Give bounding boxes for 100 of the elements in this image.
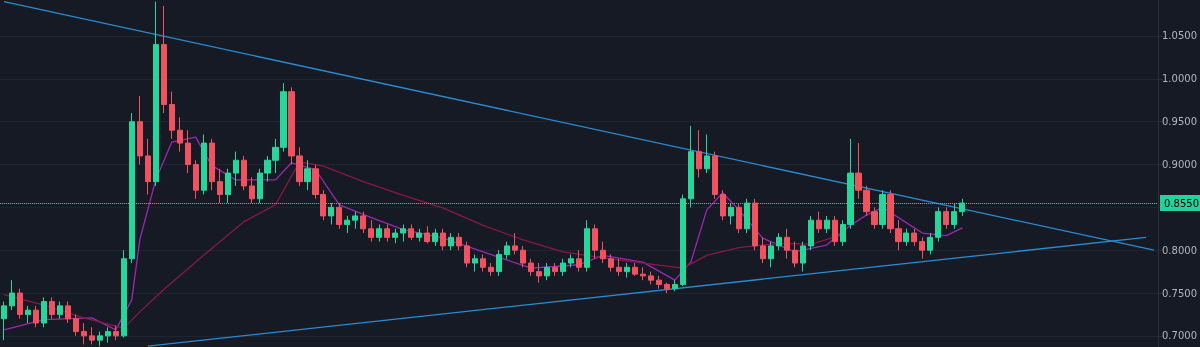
candlestick <box>233 151 239 187</box>
candlestick <box>903 228 909 247</box>
candlestick <box>528 258 534 277</box>
candlestick <box>137 95 143 165</box>
candlestick <box>105 326 111 344</box>
candlestick <box>97 331 103 347</box>
candlestick <box>592 223 598 260</box>
candlestick <box>145 138 151 195</box>
candlestick <box>193 159 199 200</box>
candlestick <box>225 168 231 204</box>
candlestick <box>488 262 494 277</box>
candlestick <box>720 189 726 221</box>
candlestick <box>640 266 646 281</box>
candlestick <box>608 253 614 273</box>
candlestick <box>81 322 87 345</box>
candlestick <box>760 236 766 264</box>
candlestick <box>504 241 510 260</box>
candlestick <box>536 262 542 284</box>
candlestick <box>73 313 79 337</box>
candlestick <box>584 219 590 273</box>
candlestick <box>911 228 917 247</box>
candlestick <box>624 262 630 279</box>
candlestick <box>816 211 822 234</box>
candlestick <box>752 198 758 251</box>
candlestick <box>416 228 422 243</box>
candlestick <box>656 275 662 290</box>
candlestick <box>520 245 526 268</box>
candlestick <box>9 279 15 311</box>
candlestick <box>544 262 550 281</box>
candlestick <box>464 241 470 268</box>
candlestick <box>600 241 606 264</box>
candlestick <box>33 305 39 328</box>
candlestick <box>776 232 782 251</box>
candlestick <box>41 296 47 328</box>
candlestick <box>392 228 398 244</box>
y-tick-label: 1.0000 <box>1162 73 1198 85</box>
candlestick <box>1 301 7 341</box>
candlestick <box>648 271 654 285</box>
candlestick <box>344 215 350 234</box>
candlestick <box>664 282 670 294</box>
candlestick <box>336 202 342 230</box>
candlestick <box>201 134 207 195</box>
candlestick <box>568 253 574 268</box>
candlestick <box>384 223 390 243</box>
candlestick <box>376 223 382 243</box>
candlestick <box>792 241 798 268</box>
candlestick <box>113 325 119 341</box>
candlestick <box>89 326 95 345</box>
y-tick-label: 1.0500 <box>1162 30 1198 42</box>
candlestick <box>432 228 438 247</box>
ref-line-label: 0.8550 <box>1164 197 1200 209</box>
candlestick <box>169 91 175 140</box>
candlestick <box>49 296 55 320</box>
candlestick <box>919 236 925 260</box>
candlestick <box>632 262 638 277</box>
candlestick <box>17 288 23 320</box>
candlestick <box>943 206 949 230</box>
candlestick <box>456 232 462 251</box>
candlestick <box>736 202 742 234</box>
candlestick <box>704 134 710 174</box>
candlestick <box>177 116 183 153</box>
candlestick <box>153 1 159 187</box>
y-tick-label: 0.7000 <box>1162 330 1198 342</box>
candlestick <box>712 151 718 200</box>
candlestick <box>480 253 486 273</box>
candlestick <box>25 305 31 324</box>
candlestick <box>448 232 454 251</box>
candlestick <box>121 249 127 339</box>
candlestick <box>935 206 941 243</box>
candlestick <box>304 159 311 191</box>
candlestick <box>696 129 702 178</box>
candlestick <box>768 241 774 268</box>
candlestick <box>576 249 582 273</box>
candlestick <box>616 258 622 277</box>
candlestick <box>824 215 830 234</box>
candlestick <box>832 215 838 247</box>
candlestick <box>185 129 191 174</box>
candlestick <box>560 258 566 277</box>
candlestick <box>800 241 806 273</box>
candlestick <box>368 219 374 243</box>
candlestick <box>784 228 790 260</box>
candlestick <box>65 301 71 324</box>
candlestick <box>408 223 414 241</box>
candlestick <box>209 138 215 191</box>
candlestick <box>249 176 255 204</box>
candlestick <box>808 215 814 251</box>
candlestick <box>241 155 247 191</box>
candlestick <box>400 223 406 243</box>
candlestick <box>57 301 63 320</box>
candlestick <box>512 232 518 255</box>
candlestick <box>440 228 446 251</box>
candlestick <box>496 249 502 277</box>
y-tick-label: 0.8000 <box>1162 244 1198 256</box>
y-tick-label: 0.9000 <box>1162 159 1198 170</box>
candlestick <box>360 211 366 234</box>
candlestick <box>552 262 558 277</box>
candlestick <box>217 168 223 204</box>
candlestick <box>472 253 478 273</box>
candlestick <box>161 5 167 114</box>
y-tick-label: 0.9500 <box>1162 116 1198 128</box>
